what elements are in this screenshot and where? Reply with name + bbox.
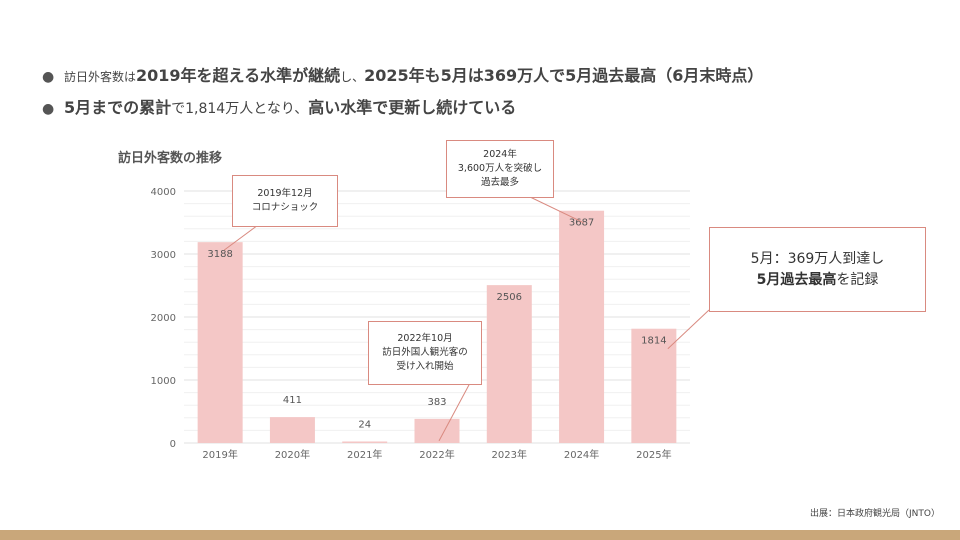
bullet-2-seg3: となり、 — [253, 101, 309, 117]
y-tick-label: 0 — [170, 439, 176, 450]
bullet-2-seg2: で1,814万人 — [171, 101, 254, 117]
callout-2019-line1: 2019年12月 — [257, 188, 313, 199]
callout-2024-line1: 2024年 — [483, 149, 517, 160]
bullet-dot: ● — [42, 69, 55, 85]
leader-line — [438, 382, 471, 442]
bar — [486, 285, 532, 443]
y-tick-label: 2000 — [151, 313, 176, 324]
bar — [559, 210, 605, 443]
x-tick-label: 2019年 — [202, 448, 237, 461]
data-label: 3687 — [569, 218, 594, 229]
bullet-1-seg2: 2019年を超える水準が継続 — [136, 66, 341, 85]
bullet-2-seg1: 5月までの累計 — [64, 98, 172, 117]
leader-line — [667, 309, 710, 350]
footer-bar — [0, 530, 960, 540]
leader-line — [527, 195, 584, 224]
callout-2025: 5月：369万人到達し 5月過去最高を記録 — [709, 227, 926, 312]
bar — [197, 242, 243, 443]
bar — [269, 417, 315, 443]
callout-2019: 2019年12月 コロナショック — [232, 175, 338, 227]
x-tick-labels: 2019年 2020年 2021年 2022年 2023年 2024年 2025年 — [202, 448, 671, 461]
callout-2025-line2-rest: を記録 — [836, 271, 879, 288]
chart-title: 訪日外客数の推移 — [118, 151, 223, 166]
data-label: 2506 — [497, 292, 522, 303]
bar — [414, 418, 460, 443]
callout-leaders — [223, 195, 710, 442]
bullet-1-seg4: 2025年も5月は369万人で5月過去最高（6月末時点） — [364, 66, 764, 85]
x-tick-label: 2024年 — [564, 448, 599, 461]
data-label: 24 — [358, 419, 371, 430]
y-tick-labels: 0 1000 2000 3000 4000 — [151, 187, 176, 450]
grid-lines — [184, 190, 690, 444]
x-tick-label: 2023年 — [492, 448, 527, 461]
data-labels: 3188 411 24 383 2506 3687 1814 — [207, 218, 666, 431]
data-label: 383 — [427, 397, 446, 408]
callout-2022-line1: 2022年10月 — [397, 333, 453, 344]
bullet-1: ● 訪日外客数は 2019年を超える水準が継続 し、 2025年も5月は369万… — [42, 62, 763, 86]
x-tick-label: 2022年 — [419, 448, 454, 461]
callout-2024-line2: 3,600万人を突破し — [457, 163, 543, 174]
x-tick-label: 2021年 — [347, 448, 382, 461]
callout-2025-line1: 5月：369万人到達し — [750, 250, 885, 267]
bullet-dot: ● — [42, 101, 55, 117]
leader-line — [223, 224, 259, 251]
x-tick-label: 2020年 — [275, 448, 310, 461]
bars — [197, 210, 677, 443]
callout-2022-line2: 訪日外国人観光客の — [382, 347, 468, 358]
y-tick-label: 4000 — [151, 187, 176, 198]
source-note: 出展：日本政府観光局（JNTO） — [810, 509, 940, 519]
bullet-2-seg4: 高い水準で更新し続けている — [308, 98, 517, 117]
y-tick-label: 1000 — [151, 376, 176, 387]
x-tick-label: 2025年 — [636, 448, 671, 461]
data-label: 3188 — [207, 249, 232, 260]
callout-2024: 2024年 3,600万人を突破し 過去最多 — [446, 140, 554, 198]
callout-2024-line3: 過去最多 — [480, 177, 519, 188]
callout-2025-line2: 5月過去最高を記録 — [710, 270, 925, 291]
bullet-1-seg3: し、 — [340, 70, 365, 84]
callout-2022: 2022年10月 訪日外国人観光客の 受け入れ開始 — [368, 321, 482, 385]
y-tick-label: 3000 — [151, 250, 176, 261]
callout-2019-line2: コロナショック — [251, 202, 319, 213]
bullet-1-seg1: 訪日外客数は — [64, 70, 137, 84]
data-label: 411 — [283, 395, 302, 406]
bullet-2: ● 5月までの累計 で1,814万人 となり、 高い水準で更新し続けている — [42, 94, 516, 118]
bar — [342, 441, 388, 443]
callout-2022-line3: 受け入れ開始 — [396, 361, 454, 372]
callout-2025-line2-bold: 5月過去最高 — [756, 271, 837, 288]
data-label: 1814 — [641, 336, 666, 347]
